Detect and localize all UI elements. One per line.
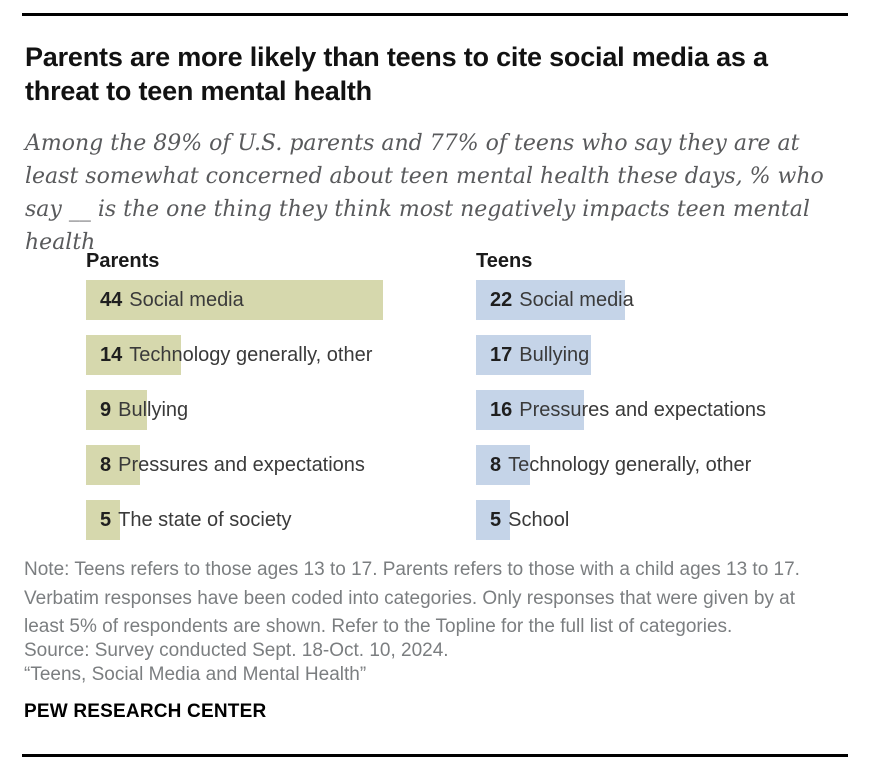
bar-category: The state of society (118, 509, 292, 531)
bar-value: 8 (100, 454, 112, 476)
bar-label: 9 Bullying (100, 390, 188, 430)
bar-value: 5 (100, 509, 112, 531)
bar-value: 17 (490, 344, 513, 366)
bar-label: 5 School (490, 500, 569, 540)
bar-row: 17 Bullying (476, 335, 868, 375)
bar-category: Social media (129, 289, 244, 311)
bar-row: 5 School (476, 500, 868, 540)
bar-row: 8 Technology generally, other (476, 445, 868, 485)
bar-label: 5 The state of society (100, 500, 292, 540)
bar-value: 22 (490, 289, 513, 311)
bar (476, 335, 591, 375)
bar-label: 17 Bullying (490, 335, 589, 375)
bar-row: 14 Technology generally, other (86, 335, 474, 375)
top-rule (22, 13, 848, 16)
bar (86, 390, 147, 430)
column-header-teens: Teens (476, 250, 533, 272)
bar-value: 9 (100, 399, 112, 421)
bar-value: 44 (100, 289, 123, 311)
bar-label: 22 Social media (490, 280, 634, 320)
bar-category: Technology generally, other (508, 454, 752, 476)
report-title-line: “Teens, Social Media and Mental Health” (24, 664, 367, 685)
bar-row: 8 Pressures and expectations (86, 445, 474, 485)
column-header-parents: Parents (86, 250, 160, 272)
bar-value: 8 (490, 454, 502, 476)
bar-label: 8 Technology generally, other (490, 445, 751, 485)
bar (476, 280, 625, 320)
teens-bars: 22 Social media 17 Bullying 16 Pressures and … (476, 280, 868, 540)
chart-title: Parents are more likely than teens to ci… (25, 42, 768, 106)
bar-row: 9 Bullying (86, 390, 474, 430)
bar-label: 14 Technology generally, other (100, 335, 372, 375)
bar-label: 44 Social media (100, 280, 244, 320)
bar-value: 16 (490, 399, 513, 421)
bar-label: 16 Pressures and expectations (490, 390, 766, 430)
source-block: Source: Survey conducted Sept. 18-Oct. 1… (24, 639, 840, 687)
bar-category: Pressures and expectations (118, 454, 365, 476)
bar-label: 8 Pressures and expectations (100, 445, 365, 485)
bar (476, 500, 510, 540)
bar-category: Bullying (118, 399, 189, 421)
note-text: Note: Teens refers to those ages 13 to 1… (24, 559, 800, 637)
bar (86, 335, 181, 375)
bottom-rule (22, 754, 848, 757)
pew-research-center-wordmark: PEW RESEARCH CENTER (24, 701, 267, 722)
parents-bars: 44 Social media 14 Technology generally, ot… (86, 280, 474, 540)
parents-column: Parents 44 Social media 14 Technology gener… (86, 250, 474, 555)
bar-row: 22 Social media (476, 280, 868, 320)
bar (86, 280, 383, 320)
source-line: Source: Survey conducted Sept. 18-Oct. 1… (24, 640, 449, 661)
bar-category: Pressures and expectations (519, 399, 767, 421)
bar-row: 44 Social media (86, 280, 474, 320)
bar-row: 5 The state of society (86, 500, 474, 540)
bar (476, 390, 584, 430)
teens-column: Teens 22 Social media 17 Bullying 16 Pressure… (476, 250, 868, 555)
bar-category: Social media (519, 289, 634, 311)
bar-category: Bullying (519, 344, 590, 366)
bar-value: 5 (490, 509, 502, 531)
chart-subtitle: Among the 89% of U.S. parents and 77% of… (25, 131, 824, 255)
bar-value: 14 (100, 344, 123, 366)
bar-row: 16 Pressures and expectations (476, 390, 868, 430)
bar (476, 445, 530, 485)
bar-category: Technology generally, other (129, 344, 373, 366)
bar-category: School (508, 509, 570, 531)
bar (86, 500, 120, 540)
bar (86, 445, 140, 485)
